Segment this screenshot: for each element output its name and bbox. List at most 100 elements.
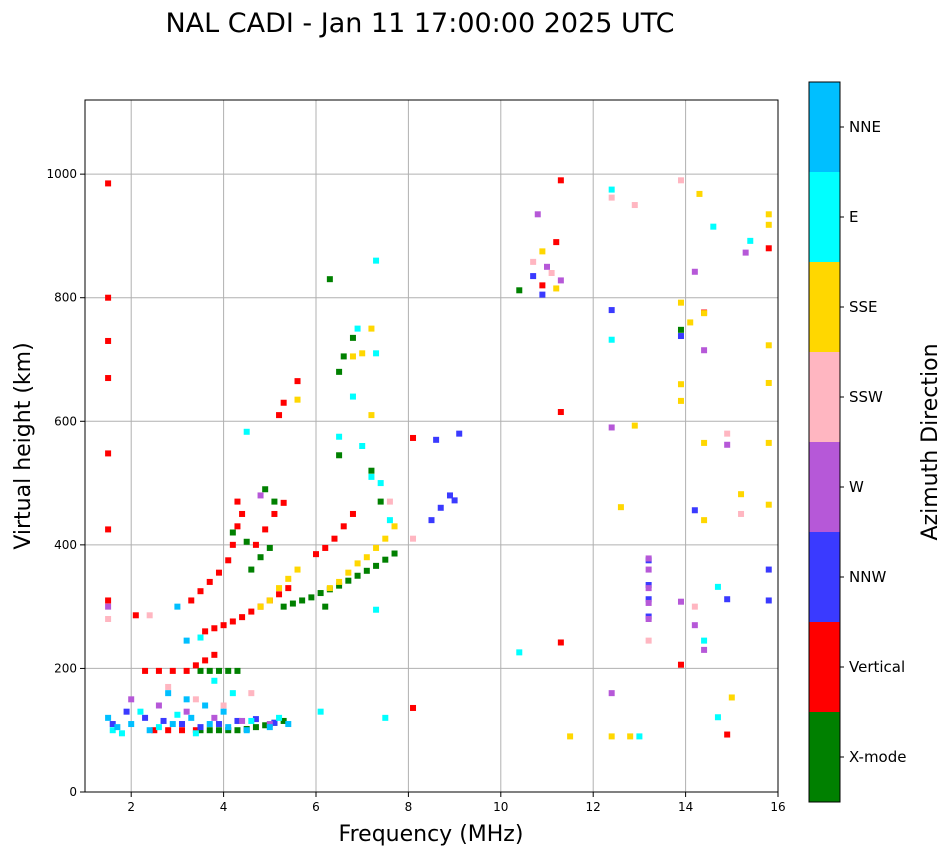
echo-point [294,378,301,385]
echo-point [373,562,380,569]
echo-point [229,529,236,536]
colorbar-segment [809,532,840,622]
echo-point [202,628,209,635]
echo-point [105,526,112,533]
echo-point [677,326,684,333]
colorbar-segment [809,172,840,262]
echo-point [530,273,537,280]
echo-point [391,523,398,530]
echo-point [165,727,172,734]
echo-point [696,190,703,197]
echo-point [252,716,259,723]
echo-point [192,727,199,734]
echo-point [553,285,560,292]
y-tick-label: 0 [69,785,77,799]
echo-point [765,597,772,604]
echo-point [530,258,537,265]
echo-point [710,223,717,230]
echo-point [215,667,222,674]
echo-point [174,711,181,718]
echo-point [165,690,172,697]
colorbar-segment [809,352,840,442]
echo-point [280,399,287,406]
echo-point [128,721,135,728]
colorbar-label: W [849,478,864,496]
echo-point [765,245,772,252]
echo-point [220,622,227,629]
echo-point [336,433,343,440]
echo-point [336,578,343,585]
echo-point [677,381,684,388]
echo-point [391,550,398,557]
echo-point [322,544,329,551]
echo-point [608,307,615,314]
echo-point [354,572,361,579]
echo-point [608,186,615,193]
echo-point [276,412,283,419]
echo-point [146,612,153,619]
echo-point [738,491,745,498]
echo-point [276,585,283,592]
echo-point [192,662,199,669]
echo-point [349,393,356,400]
echo-point [234,727,241,734]
echo-point [627,733,634,740]
echo-point [539,291,546,298]
echo-point [738,510,745,517]
echo-point [373,544,380,551]
y-axis-ticks: 0 200 400 600 800 1000 [46,167,85,799]
echo-point [557,277,564,284]
echo-point [608,690,615,697]
echo-point [617,504,624,511]
echo-point [326,276,333,283]
echo-point [294,396,301,403]
echo-point [368,473,375,480]
x-tick-label: 10 [493,800,508,814]
echo-point [765,211,772,218]
echo-point [354,560,361,567]
echo-point [557,639,564,646]
echo-point [677,299,684,306]
echo-point [229,541,236,548]
x-tick-label: 4 [220,800,228,814]
y-tick-label: 400 [54,538,77,552]
echo-point [373,606,380,613]
echo-point [645,596,652,603]
echo-point [105,337,112,344]
echo-point [211,625,218,632]
echo-point [280,603,287,610]
echo-point [645,566,652,573]
colorbar-label: Vertical [849,658,905,676]
echo-point [225,667,232,674]
x-axis-label: Frequency (MHz) [339,822,524,847]
y-tick-label: 200 [54,661,77,675]
x-tick-label: 16 [770,800,785,814]
echo-point [410,434,417,441]
echo-point [336,452,343,459]
echo-point [109,721,116,728]
echo-point [368,467,375,474]
echo-point [266,597,273,604]
chart-title: NAL CADI - Jan 11 17:00:00 2025 UTC [165,8,674,39]
echo-point [225,557,232,564]
echo-point [359,350,366,357]
echo-point [677,333,684,340]
echo-point [169,721,176,728]
echo-point [567,733,574,740]
echo-point [118,730,125,737]
echo-point [340,353,347,360]
y-axis-label: Virtual height (km) [11,342,36,549]
echo-point [188,597,195,604]
echo-point [183,696,190,703]
echo-point [234,498,241,505]
echo-point [174,603,181,610]
echo-point [765,379,772,386]
echo-point [313,551,319,558]
echo-point [266,721,273,728]
echo-point [516,649,523,656]
echo-point [765,221,772,228]
echo-point [677,598,684,605]
echo-point [211,677,218,684]
echo-point [179,721,186,728]
